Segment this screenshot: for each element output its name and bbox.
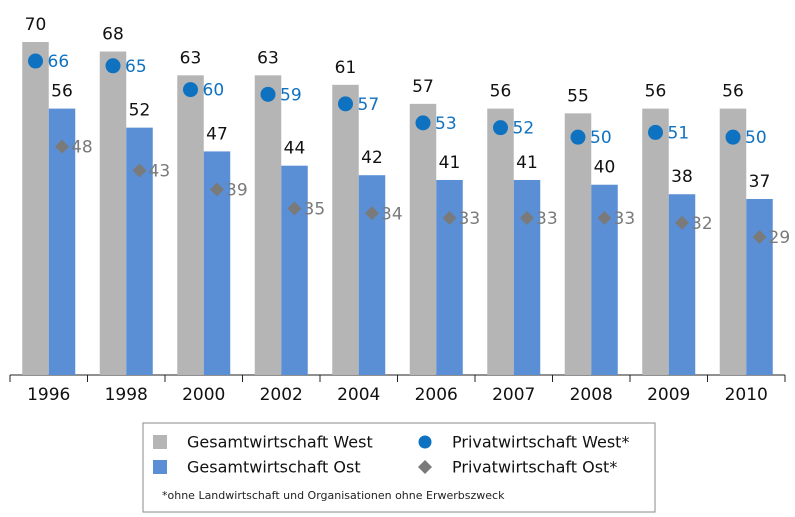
marker-diamond <box>520 211 534 226</box>
bar-value-label: 44 <box>284 139 306 159</box>
bar <box>642 108 669 375</box>
bar-value-label: 47 <box>206 124 228 144</box>
legend-swatch <box>153 435 167 449</box>
marker-circle <box>260 86 276 102</box>
x-tick-label: 2006 <box>415 385 458 405</box>
bar-value-label: 56 <box>490 82 512 102</box>
marker-value-label: 52 <box>513 119 535 139</box>
bar-value-label: 61 <box>335 58 357 78</box>
marker-circle <box>415 115 431 131</box>
bar <box>746 198 773 375</box>
marker-value-label: 33 <box>459 209 481 229</box>
bar-value-label: 70 <box>25 15 47 35</box>
legend-label: Privatwirtschaft West* <box>452 433 629 452</box>
x-tick-label: 2004 <box>337 385 380 405</box>
marker-value-label: 53 <box>435 114 457 134</box>
bar <box>487 108 514 375</box>
bar-value-label: 56 <box>51 82 73 102</box>
marker-circle <box>493 120 508 136</box>
marker-value-label: 32 <box>691 214 713 234</box>
marker-diamond <box>55 139 69 154</box>
marker-value-label: 33 <box>614 209 636 229</box>
marker-circle <box>105 58 121 74</box>
legend-swatch <box>418 435 432 449</box>
x-tick-label: 1996 <box>27 385 70 405</box>
marker-value-label: 39 <box>226 180 248 200</box>
legend-swatch <box>418 460 432 474</box>
marker-diamond <box>675 215 689 230</box>
bar-value-label: 56 <box>722 82 744 102</box>
marker-circle <box>183 82 198 98</box>
x-tick-label: 2008 <box>570 385 613 405</box>
legend-box <box>142 422 656 513</box>
bar <box>254 75 282 376</box>
marker-diamond <box>132 163 147 178</box>
marker-value-label: 29 <box>769 228 791 248</box>
x-tick-label: 1998 <box>105 385 148 405</box>
legend-label: Privatwirtschaft Ost* <box>452 458 617 477</box>
bar <box>332 84 359 375</box>
marker-circle <box>648 124 663 140</box>
bar-value-label: 41 <box>516 153 538 173</box>
marker-value-label: 60 <box>203 81 225 101</box>
x-tick-label: 2010 <box>725 385 768 405</box>
bar-value-label: 38 <box>671 167 693 187</box>
bar-value-label: 57 <box>412 77 434 97</box>
bar-value-label: 37 <box>749 172 771 192</box>
marker-diamond <box>597 211 612 226</box>
bar-value-label: 42 <box>361 148 383 168</box>
marker-value-label: 34 <box>381 204 403 224</box>
footnote: *ohne Landwirtschaft und Organisationen … <box>162 489 505 502</box>
bar <box>281 165 308 375</box>
marker-circle <box>570 129 586 145</box>
x-tick-label: 2007 <box>492 385 535 405</box>
bar <box>719 108 747 375</box>
bar-value-label: 63 <box>257 48 279 68</box>
marker-circle <box>28 53 43 69</box>
marker-diamond <box>210 182 224 197</box>
legend-label: Gesamtwirtschaft West <box>187 433 373 452</box>
marker-diamond <box>365 206 379 221</box>
bar-value-label: 56 <box>645 82 667 102</box>
marker-value-label: 35 <box>304 200 326 220</box>
marker-circle <box>338 96 353 112</box>
bar <box>177 75 204 376</box>
marker-value-label: 50 <box>745 128 767 148</box>
marker-value-label: 65 <box>125 57 147 77</box>
bar <box>564 113 592 376</box>
bar-value-label: 68 <box>102 25 124 45</box>
bar-value-label: 41 <box>439 153 461 173</box>
marker-value-label: 66 <box>48 52 70 72</box>
marker-value-label: 43 <box>149 161 171 181</box>
marker-value-label: 50 <box>590 128 612 148</box>
x-tick-label: 2009 <box>647 385 690 405</box>
bar-value-label: 52 <box>129 101 151 121</box>
bar <box>409 103 437 375</box>
marker-value-label: 57 <box>358 95 380 115</box>
bar <box>99 51 127 376</box>
bar <box>22 42 49 375</box>
marker-diamond <box>752 230 767 245</box>
bar-value-label: 40 <box>594 158 616 178</box>
legend-swatch <box>153 460 167 474</box>
legend-label: Gesamtwirtschaft Ost <box>187 458 361 477</box>
bar-value-label: 63 <box>180 48 202 68</box>
marker-diamond <box>442 211 457 226</box>
marker-value-label: 33 <box>536 209 558 229</box>
marker-value-label: 48 <box>71 138 93 158</box>
bar-value-label: 55 <box>567 86 589 106</box>
marker-value-label: 51 <box>668 123 690 143</box>
marker-value-label: 59 <box>280 85 302 105</box>
marker-diamond <box>287 201 302 216</box>
x-tick-label: 2002 <box>260 385 303 405</box>
x-tick-label: 2000 <box>182 385 225 405</box>
marker-circle <box>725 129 741 145</box>
